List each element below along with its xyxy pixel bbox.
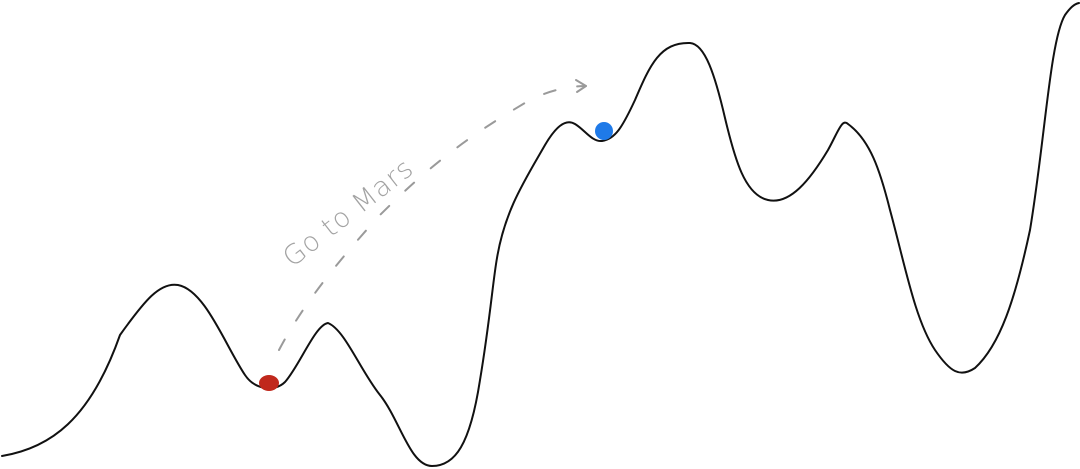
target-position-marker [595, 122, 613, 140]
current-position-marker [259, 375, 279, 391]
jump-arrowhead [575, 79, 587, 93]
jump-trajectory [278, 85, 587, 351]
go-to-mars-label: Go to Mars [277, 153, 420, 274]
